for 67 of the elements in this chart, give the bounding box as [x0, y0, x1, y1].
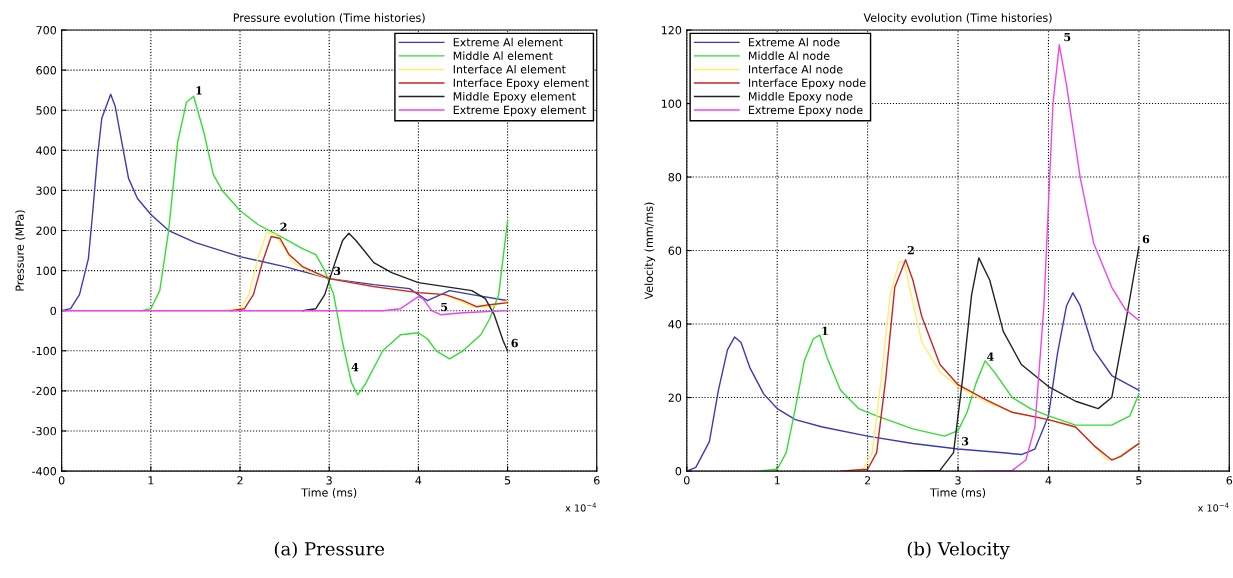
y-tick-label: 120 [661, 26, 682, 35]
y-tick-label: 200 [36, 226, 57, 235]
legend-label: Extreme Epoxy element [453, 105, 586, 117]
x-tick-label: 3 [326, 476, 332, 485]
x-tick-label: 0 [58, 476, 65, 485]
text: x 10$^{−4}$ [1197, 502, 1229, 512]
x-tick-label: 2 [864, 476, 871, 485]
annotation: 3 [334, 266, 341, 276]
y-tick-label: -200 [32, 386, 57, 396]
y-tick-label: 300 [36, 186, 57, 195]
y-tick-label: 80 [668, 173, 682, 182]
annotation: 1 [196, 86, 202, 95]
legend-label: Extreme Al node [748, 37, 840, 47]
y-tick-label: 60 [668, 246, 682, 255]
y-tick-label: 100 [661, 99, 682, 108]
y-tick-label: 20 [668, 393, 682, 402]
y-axis-title: Pressure (MPa) [15, 210, 26, 291]
annotation: 4 [351, 362, 359, 372]
annotation: 5 [441, 302, 448, 312]
legend-label: Middle Epoxy node [748, 91, 853, 103]
legend-label: Middle Al element [453, 51, 553, 60]
text: (a) Pressure [274, 541, 385, 559]
annotation: 6 [1142, 234, 1150, 244]
y-tick-label: 100 [36, 266, 57, 275]
annotation: 6 [511, 338, 518, 348]
annotation: 4 [987, 352, 994, 361]
y-tick-label: 400 [36, 146, 57, 155]
annotation: 3 [962, 437, 969, 446]
x-tick-label: 3 [955, 476, 961, 485]
x-tick-label: 5 [504, 476, 511, 485]
legend-label: Interface Epoxy element [453, 78, 589, 90]
y-tick-label: 700 [36, 26, 57, 35]
legend-label: Extreme Epoxy node [748, 105, 863, 117]
legend-label: Interface Al node [748, 64, 843, 74]
y-tick-label: 0 [50, 306, 57, 316]
x-tick-label: 5 [1136, 476, 1142, 485]
text: (b) Velocity [907, 541, 1010, 560]
y-tick-label: 40 [668, 320, 682, 329]
annotation: 1 [822, 326, 828, 336]
annotation: 2 [907, 245, 914, 255]
x-tick-label: 6 [594, 476, 600, 485]
y-tick-label: 500 [36, 106, 57, 115]
x-tick-label: 1 [148, 476, 154, 485]
y-tick-label: -400 [32, 467, 57, 476]
chart-title: Pressure evolution (Time histories) [233, 13, 425, 24]
legend-label: Interface Epoxy node [748, 78, 866, 90]
x-tick-label: 2 [237, 476, 243, 485]
chart-title: Velocity evolution (Time histories) [863, 13, 1052, 25]
y-tick-label: 600 [36, 66, 57, 75]
y-tick-label: -300 [32, 426, 57, 436]
legend-label: Interface Al element [453, 64, 566, 74]
x-tick-label: 4 [415, 476, 422, 485]
x-axis-title: Time (ms) [930, 488, 986, 498]
legend-label: Middle Epoxy element [453, 91, 576, 103]
x-axis-title: Time (ms) [301, 488, 357, 498]
y-axis-title: Velocity (mm/ms) [644, 202, 656, 300]
text: x 10$^{−4}$ [565, 502, 597, 512]
y-tick-label: 0 [675, 467, 682, 476]
x-tick-label: 4 [1045, 476, 1052, 485]
legend-label: Middle Al node [748, 51, 830, 60]
x-tick-label: 6 [1226, 476, 1233, 485]
legend-label: Extreme Al element [453, 37, 563, 47]
annotation: 2 [280, 222, 287, 231]
x-tick-label: 1 [774, 476, 780, 485]
annotation: 5 [1064, 32, 1071, 42]
x-tick-label: 0 [683, 476, 690, 485]
y-tick-label: -100 [32, 346, 57, 356]
